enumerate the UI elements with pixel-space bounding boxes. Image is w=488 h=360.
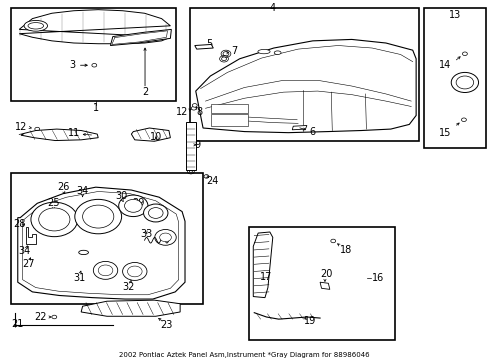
Text: 26: 26 xyxy=(57,182,69,192)
Circle shape xyxy=(119,195,148,217)
Bar xyxy=(11,8,176,101)
Text: 13: 13 xyxy=(448,10,460,20)
Ellipse shape xyxy=(28,23,43,29)
Text: 27: 27 xyxy=(22,259,35,269)
Text: 21: 21 xyxy=(11,319,24,329)
Ellipse shape xyxy=(79,250,88,255)
Polygon shape xyxy=(81,300,180,316)
Circle shape xyxy=(461,118,466,122)
Circle shape xyxy=(330,239,335,243)
Polygon shape xyxy=(110,30,171,45)
Text: 1: 1 xyxy=(93,103,99,113)
Circle shape xyxy=(455,76,473,89)
Circle shape xyxy=(450,72,478,93)
Text: 34: 34 xyxy=(18,246,30,256)
Circle shape xyxy=(82,205,114,228)
Text: 31: 31 xyxy=(73,273,85,283)
Text: 15: 15 xyxy=(438,128,450,138)
Polygon shape xyxy=(320,282,329,289)
Text: 14: 14 xyxy=(438,60,450,70)
Circle shape xyxy=(203,175,208,178)
Polygon shape xyxy=(292,126,306,130)
Circle shape xyxy=(29,229,33,232)
Text: 2: 2 xyxy=(142,87,148,97)
Bar xyxy=(11,173,203,304)
Polygon shape xyxy=(19,10,170,44)
Circle shape xyxy=(159,233,171,242)
Text: 8: 8 xyxy=(196,107,203,117)
Text: 25: 25 xyxy=(47,198,60,208)
Ellipse shape xyxy=(257,49,269,54)
Circle shape xyxy=(98,265,113,276)
Polygon shape xyxy=(21,129,98,140)
Text: 23: 23 xyxy=(160,320,172,330)
Circle shape xyxy=(189,170,192,172)
Text: 10: 10 xyxy=(149,132,162,142)
Circle shape xyxy=(122,262,147,280)
Circle shape xyxy=(462,52,467,55)
Text: 9: 9 xyxy=(194,140,201,150)
Bar xyxy=(189,8,418,140)
Polygon shape xyxy=(194,44,213,49)
Text: 20: 20 xyxy=(320,269,332,279)
Polygon shape xyxy=(195,40,415,133)
Text: 2002 Pontiac Aztek Panel Asm,Instrument *Gray Diagram for 88986046: 2002 Pontiac Aztek Panel Asm,Instrument … xyxy=(119,352,369,358)
Circle shape xyxy=(192,104,197,107)
Text: 32: 32 xyxy=(122,282,134,292)
Polygon shape xyxy=(26,227,36,244)
Text: 6: 6 xyxy=(309,127,315,136)
Text: 28: 28 xyxy=(13,219,25,229)
Bar xyxy=(185,122,195,170)
Circle shape xyxy=(52,315,57,319)
Polygon shape xyxy=(253,232,272,298)
Text: 29: 29 xyxy=(132,198,144,208)
Circle shape xyxy=(35,127,40,131)
Circle shape xyxy=(221,57,226,60)
Circle shape xyxy=(75,199,122,234)
Text: 19: 19 xyxy=(304,316,316,325)
Bar xyxy=(211,104,247,113)
Text: 3: 3 xyxy=(70,60,76,70)
Text: 12: 12 xyxy=(15,122,27,132)
Text: 17: 17 xyxy=(260,272,272,282)
Text: 16: 16 xyxy=(371,273,384,283)
Circle shape xyxy=(155,229,176,245)
Circle shape xyxy=(93,261,118,279)
Text: 34: 34 xyxy=(76,186,88,196)
Text: 4: 4 xyxy=(269,3,275,13)
Text: 30: 30 xyxy=(115,191,127,201)
Bar xyxy=(249,226,394,339)
Circle shape xyxy=(191,107,196,110)
Text: 7: 7 xyxy=(231,46,237,56)
Text: 11: 11 xyxy=(67,129,80,138)
Polygon shape xyxy=(131,128,170,141)
Text: 33: 33 xyxy=(140,229,152,239)
Text: 12: 12 xyxy=(176,107,188,117)
Text: 22: 22 xyxy=(34,312,47,322)
Circle shape xyxy=(148,208,163,219)
Circle shape xyxy=(143,204,167,222)
Ellipse shape xyxy=(24,21,47,31)
Polygon shape xyxy=(18,187,184,299)
Circle shape xyxy=(39,208,70,231)
Circle shape xyxy=(31,202,78,237)
Text: 18: 18 xyxy=(339,245,351,255)
Bar xyxy=(211,114,247,126)
Circle shape xyxy=(223,51,228,56)
Bar xyxy=(423,8,485,148)
Circle shape xyxy=(124,199,142,212)
Text: 24: 24 xyxy=(206,176,219,186)
Text: 5: 5 xyxy=(206,40,212,49)
Circle shape xyxy=(92,63,97,67)
Ellipse shape xyxy=(274,51,281,54)
Circle shape xyxy=(127,266,142,277)
